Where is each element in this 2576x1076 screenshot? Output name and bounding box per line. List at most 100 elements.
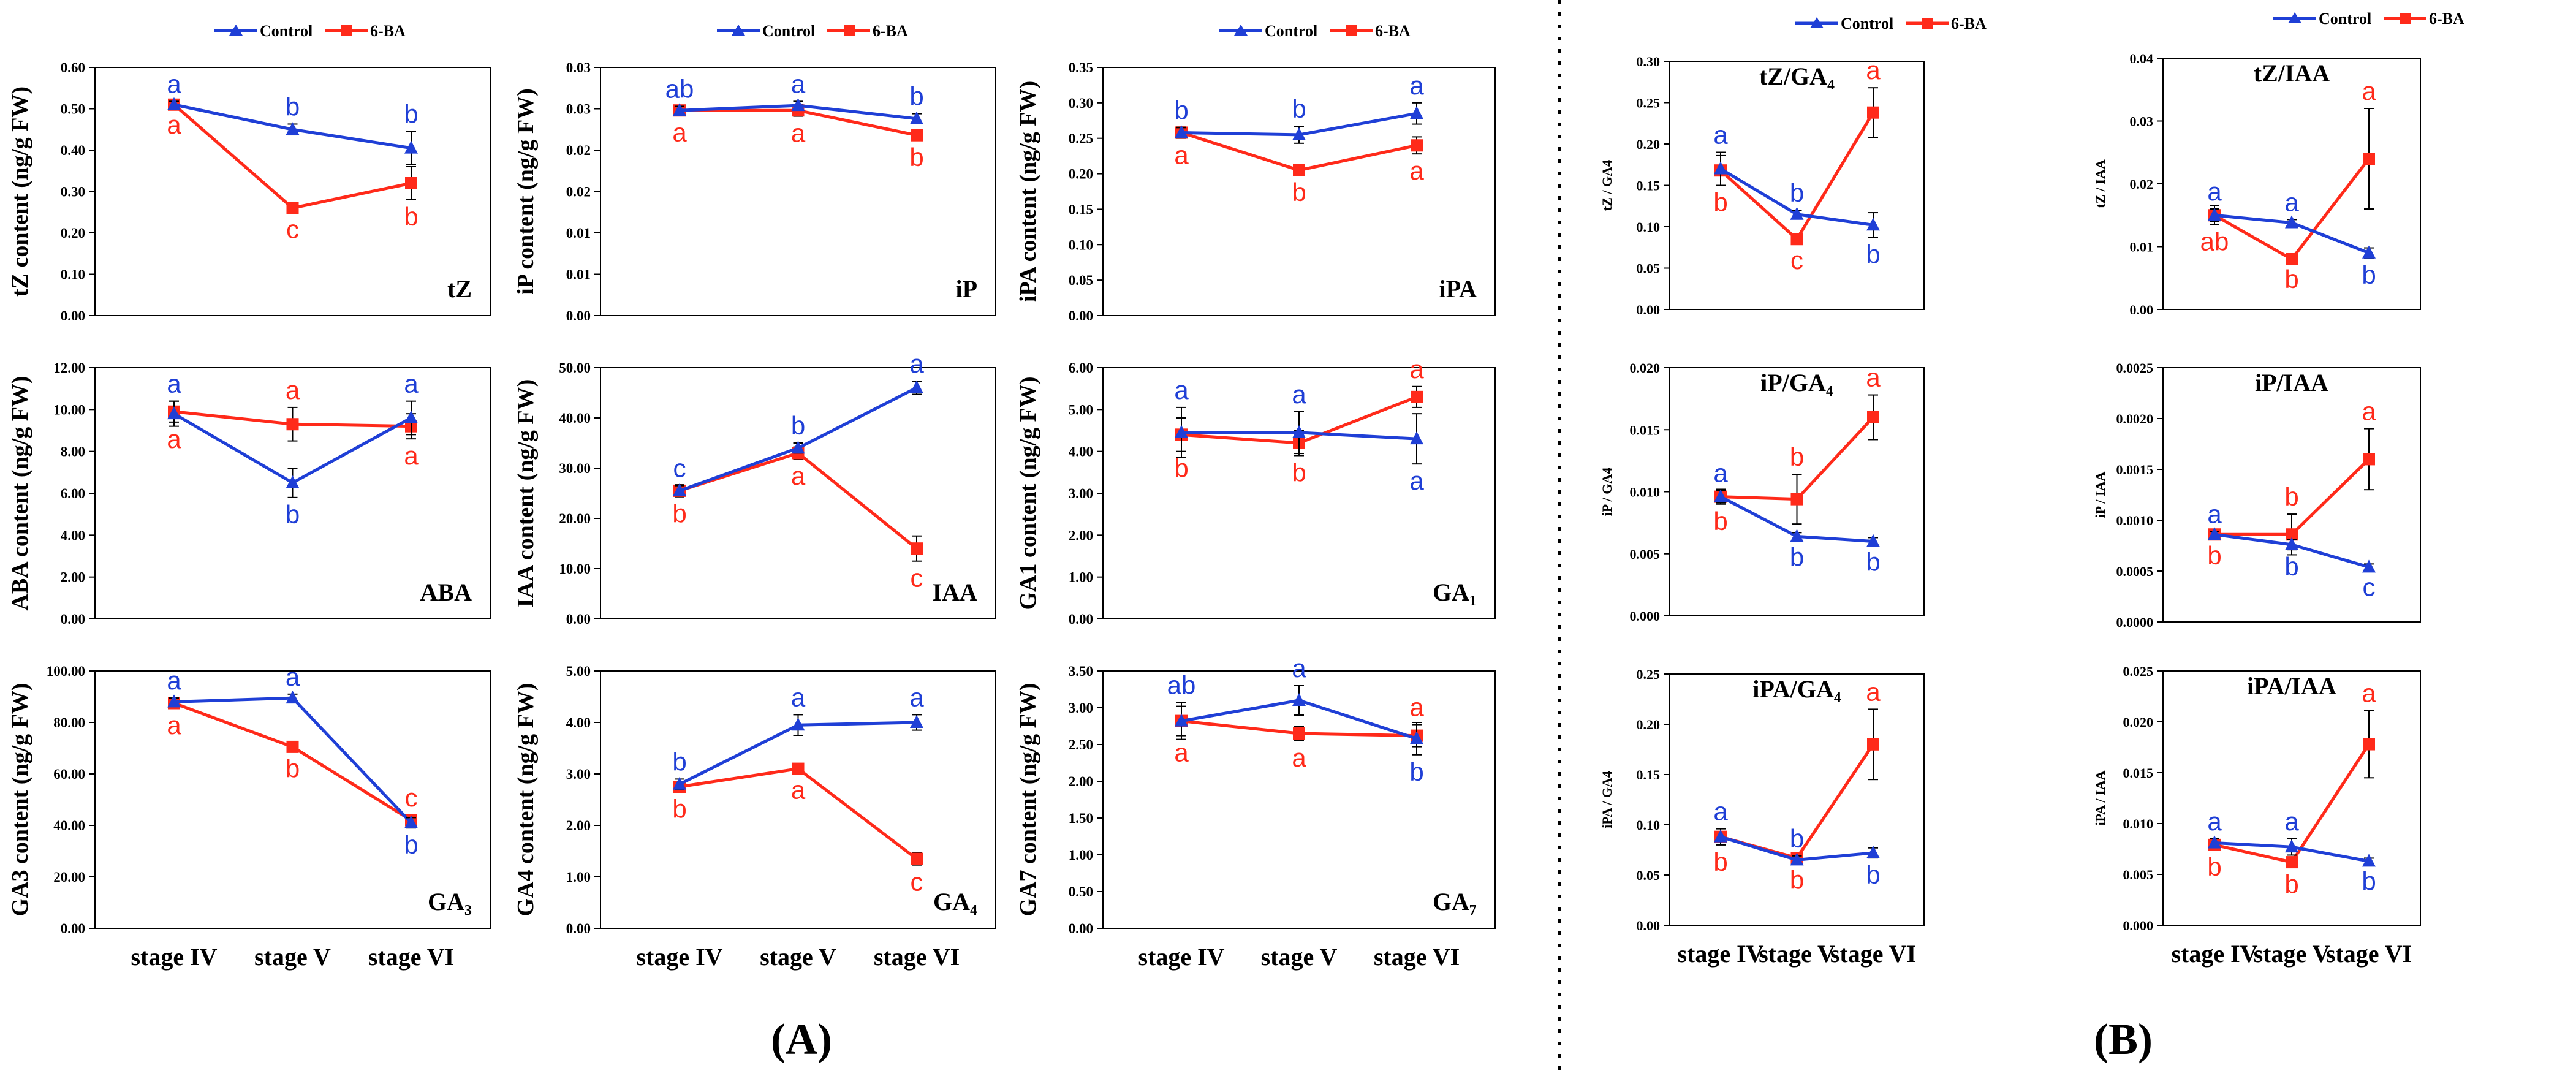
- data-point: [1292, 425, 1306, 438]
- significance-label: a: [2284, 807, 2299, 836]
- y-tick-label: 0.010: [2123, 816, 2154, 832]
- y-tick-label: 5.00: [566, 664, 591, 679]
- y-tick-label: 0.00: [566, 921, 591, 936]
- y-tick-label: 0.020: [2123, 714, 2154, 730]
- y-axis-label: iPA content (ng/g FW): [1015, 81, 1041, 302]
- plot-frame: [600, 670, 996, 929]
- significance-label: a: [1409, 71, 1424, 100]
- legend: Control 6-BA: [2273, 10, 2464, 28]
- data-point: [2363, 153, 2375, 165]
- y-tick-label: 2.00: [1069, 774, 1093, 789]
- significance-label: b: [909, 143, 923, 172]
- y-tick-label: 0.05: [1637, 261, 1661, 276]
- chart-tZ_GA4: 0.00 0.05 0.10 0.15 0.20 0.25 0.30 tZ / GA4 tZ/G…: [1599, 54, 1925, 317]
- data-point: [1866, 534, 1880, 547]
- chart-title: IAA: [933, 578, 977, 606]
- legend-control-marker: [229, 25, 243, 36]
- data-point: [1411, 390, 1423, 403]
- y-tick-label: 0.0010: [2116, 513, 2154, 528]
- y-axis-label: tZ / IAA: [2093, 159, 2108, 208]
- data-point: [2285, 215, 2298, 229]
- significance-label: a: [1292, 380, 1306, 409]
- data-point: [911, 542, 923, 555]
- significance-label: b: [1790, 442, 1804, 471]
- x-tick-label: stage IV: [1138, 943, 1224, 971]
- chart-GA4: 0.00 1.00 2.00 3.00 4.00 5.00 stage IV stage V s…: [513, 664, 996, 971]
- significance-label: a: [1174, 738, 1189, 767]
- significance-label: a: [791, 461, 806, 490]
- chart-title: tZ/GA₄: [1759, 63, 1835, 90]
- y-tick-label: 0.04: [2130, 51, 2154, 66]
- significance-label: a: [286, 376, 300, 404]
- series-control: [167, 400, 418, 498]
- chart-title: GA₄: [933, 888, 977, 915]
- y-tick-label: 0.15: [1069, 202, 1093, 217]
- chart-ABA: 0.00 2.00 4.00 6.00 8.00 10.00 12.00 ABA conten…: [7, 360, 491, 627]
- significance-label: c: [405, 783, 418, 812]
- legend-6ba-marker: [2400, 13, 2411, 24]
- y-tick-label: 0.15: [1637, 178, 1661, 194]
- series-control: [1175, 102, 1423, 144]
- chart-GA3: 0.00 20.00 40.00 60.00 80.00 100.00 stage IV st…: [7, 662, 491, 971]
- chart-title: ABA: [420, 578, 472, 606]
- y-tick-label: 2.50: [1069, 737, 1093, 752]
- data-point: [1790, 206, 1804, 220]
- data-point: [1293, 727, 1305, 740]
- y-axis-label: iP content (ng/g FW): [513, 88, 539, 295]
- data-point: [405, 177, 417, 189]
- y-tick-label: 0.015: [1630, 422, 1661, 438]
- data-point: [1867, 106, 1879, 119]
- significance-label: b: [286, 92, 300, 121]
- x-tick-label: stage VI: [368, 943, 454, 971]
- significance-label: c: [286, 214, 299, 243]
- y-tick-label: 0.00: [2130, 302, 2154, 317]
- y-tick-label: 80.00: [53, 715, 85, 730]
- significance-label: ab: [1167, 671, 1196, 700]
- data-point: [1293, 164, 1305, 176]
- significance-label: b: [1292, 178, 1306, 206]
- significance-label: ab: [665, 74, 694, 103]
- significance-label: a: [404, 441, 419, 470]
- legend-6ba-label: 6-BA: [1375, 22, 1411, 40]
- significance-label: b: [286, 500, 300, 529]
- data-point: [1410, 731, 1423, 744]
- significance-label: a: [167, 110, 181, 139]
- significance-label: b: [1713, 188, 1727, 217]
- y-tick-label: 0.01: [2130, 240, 2154, 255]
- significance-label: b: [404, 202, 418, 231]
- significance-label: b: [2284, 265, 2298, 294]
- data-point: [910, 715, 923, 728]
- legend-6ba-marker: [844, 25, 855, 36]
- y-axis-label: iP / GA4: [1599, 468, 1615, 516]
- y-tick-label: 2.00: [566, 818, 591, 833]
- data-point: [1175, 425, 1188, 438]
- plot-frame: [1669, 673, 1925, 926]
- y-tick-label: 0.10: [1637, 219, 1661, 235]
- data-point: [404, 140, 418, 154]
- y-tick-label: 3.00: [1069, 486, 1093, 501]
- y-tick-label: 0.35: [1069, 60, 1093, 75]
- y-axis-label: iPA / GA4: [1599, 771, 1615, 828]
- y-tick-label: 0.00: [566, 308, 591, 324]
- y-tick-label: 0.02: [566, 184, 591, 200]
- y-tick-label: 0.00: [61, 921, 85, 936]
- data-point: [1867, 411, 1879, 423]
- chart-title: tZ: [447, 275, 472, 303]
- legend-6ba-marker: [341, 25, 352, 36]
- legend: Control 6-BA: [1219, 22, 1411, 40]
- data-point: [673, 776, 686, 790]
- chart-title: iPA: [1439, 275, 1477, 303]
- legend: Control 6-BA: [1795, 15, 1987, 32]
- data-point: [404, 411, 418, 423]
- panel-label-a: (A): [771, 1015, 832, 1064]
- chart-title: GA₇: [1433, 888, 1477, 915]
- y-tick-label: 0.30: [61, 184, 85, 200]
- data-point: [2208, 527, 2221, 540]
- y-tick-label: 12.00: [53, 360, 85, 376]
- plot-frame: [94, 670, 491, 929]
- data-point: [167, 97, 181, 110]
- data-point: [910, 111, 923, 124]
- data-point: [673, 103, 686, 116]
- data-point: [910, 380, 923, 393]
